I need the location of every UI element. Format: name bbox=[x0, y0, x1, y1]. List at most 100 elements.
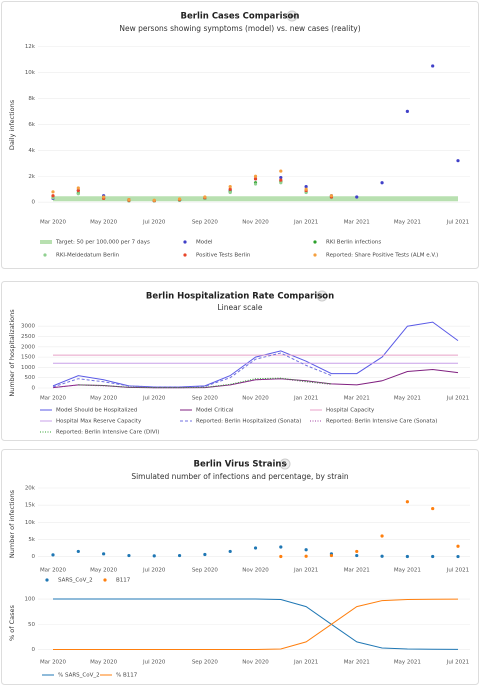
data-point bbox=[405, 109, 409, 113]
x-tick-label: Jul 2021 bbox=[446, 568, 469, 574]
data-point bbox=[456, 159, 460, 163]
legend-marker bbox=[313, 240, 317, 244]
y-axis-label: Daily infections bbox=[8, 99, 16, 150]
y-axis-label: % of Cases bbox=[8, 604, 16, 640]
data-point bbox=[405, 500, 409, 504]
data-point bbox=[228, 549, 232, 554]
data-point bbox=[127, 198, 131, 202]
data-point bbox=[279, 178, 283, 182]
y-tick-label: 0 bbox=[32, 647, 36, 653]
y-axis-label: Number of hospitalizations bbox=[8, 309, 16, 397]
y-tick-label: 2k bbox=[28, 174, 35, 180]
data-point bbox=[279, 175, 283, 180]
legend-marker bbox=[313, 253, 317, 257]
data-point bbox=[355, 549, 359, 554]
data-point bbox=[152, 198, 156, 202]
data-point bbox=[405, 554, 409, 559]
data-point bbox=[304, 187, 308, 191]
data-point bbox=[355, 553, 359, 558]
data-point bbox=[177, 553, 182, 558]
series-line bbox=[52, 378, 332, 389]
collapse-button[interactable] bbox=[316, 290, 328, 302]
data-point bbox=[279, 169, 283, 173]
y-tick-label: 4k bbox=[28, 148, 35, 154]
chart-subtitle: Linear scale bbox=[217, 303, 262, 312]
data-point bbox=[102, 552, 106, 556]
x-tick-label: Jul 2021 bbox=[446, 660, 469, 666]
panel bbox=[1, 281, 479, 441]
legend-label: SARS_CoV_2 bbox=[58, 578, 93, 584]
x-tick-label: May 2020 bbox=[90, 660, 118, 666]
x-tick-label: Jul 2021 bbox=[446, 396, 469, 402]
data-point bbox=[203, 552, 207, 557]
y-tick-label: 0 bbox=[32, 200, 36, 206]
y-tick-label: 2500 bbox=[21, 334, 35, 340]
x-tick-label: May 2020 bbox=[90, 568, 118, 574]
data-point bbox=[102, 195, 106, 199]
x-tick-label: Mar 2021 bbox=[344, 568, 370, 574]
data-point bbox=[76, 188, 80, 193]
x-tick-label: Mar 2021 bbox=[344, 660, 370, 666]
chart-title: Berlin Virus Strains bbox=[193, 460, 286, 470]
y-tick-label: 10k bbox=[25, 70, 36, 76]
x-tick-label: May 2020 bbox=[90, 220, 118, 226]
data-point bbox=[380, 554, 384, 558]
data-point bbox=[253, 177, 258, 181]
series-line bbox=[52, 352, 332, 388]
x-tick-label: May 2021 bbox=[394, 568, 421, 574]
y-tick-label: 1000 bbox=[21, 365, 35, 371]
legend-label: Target: 50 per 100,000 per 7 days bbox=[55, 240, 150, 246]
x-tick-label: May 2021 bbox=[394, 660, 421, 666]
data-point bbox=[380, 534, 384, 538]
panel bbox=[1, 1, 479, 269]
y-tick-label: 15k bbox=[25, 503, 36, 509]
x-tick-label: Nov 2020 bbox=[242, 660, 269, 666]
data-point bbox=[279, 554, 283, 559]
x-tick-label: Jan 2021 bbox=[293, 660, 318, 666]
collapse-button[interactable] bbox=[286, 10, 298, 22]
y-axis-label: Number of infections bbox=[8, 489, 16, 558]
y-tick-label: 3000 bbox=[21, 324, 35, 330]
data-point bbox=[203, 195, 207, 199]
legend-label: Reported: Share Positive Tests (ALM e.V.… bbox=[326, 253, 438, 259]
series-line bbox=[53, 598, 459, 650]
legend-label: Reported: Berlin Intensive Care (DIVI) bbox=[56, 430, 159, 436]
x-tick-label: Sep 2020 bbox=[192, 220, 219, 226]
data-point bbox=[456, 554, 460, 559]
y-tick-label: 100 bbox=[25, 597, 36, 603]
legend-label: RKI Berlin infections bbox=[326, 240, 381, 246]
legend-marker bbox=[103, 578, 107, 582]
panel bbox=[1, 449, 479, 685]
y-tick-label: 50 bbox=[28, 622, 35, 628]
data-point bbox=[51, 194, 55, 198]
chart-title: Berlin Cases Comparison bbox=[181, 12, 300, 22]
legend-label: Reported: Berlin Hospitalized (Sonata) bbox=[196, 419, 301, 425]
legend-marker bbox=[183, 240, 187, 244]
y-tick-label: 1500 bbox=[21, 355, 35, 361]
chart-subtitle: New persons showing symptoms (model) vs.… bbox=[119, 24, 360, 33]
data-point bbox=[228, 187, 232, 191]
legend-label: RKI-Meldedatum Berlin bbox=[56, 253, 120, 259]
data-point bbox=[456, 544, 460, 548]
legend-label: B117 bbox=[116, 578, 131, 584]
legend-label: Hospital Capacity bbox=[326, 408, 375, 414]
y-tick-label: 0 bbox=[32, 386, 36, 392]
series-line bbox=[52, 321, 459, 388]
y-tick-label: 20k bbox=[25, 486, 36, 492]
legend-label: % SARS_CoV_2 bbox=[58, 673, 100, 679]
x-tick-label: Jul 2020 bbox=[142, 660, 166, 666]
x-tick-label: Mar 2020 bbox=[40, 660, 67, 666]
legend-marker bbox=[45, 578, 49, 582]
legend-label: Model Critical bbox=[196, 408, 234, 414]
data-point bbox=[51, 190, 55, 194]
x-tick-label: Nov 2020 bbox=[242, 396, 269, 402]
collapse-button[interactable] bbox=[279, 458, 291, 470]
data-point bbox=[431, 506, 435, 511]
data-point bbox=[76, 549, 80, 554]
data-point bbox=[304, 185, 308, 189]
data-point bbox=[431, 64, 435, 68]
x-tick-label: May 2021 bbox=[394, 396, 421, 402]
y-tick-label: 10k bbox=[25, 520, 36, 526]
